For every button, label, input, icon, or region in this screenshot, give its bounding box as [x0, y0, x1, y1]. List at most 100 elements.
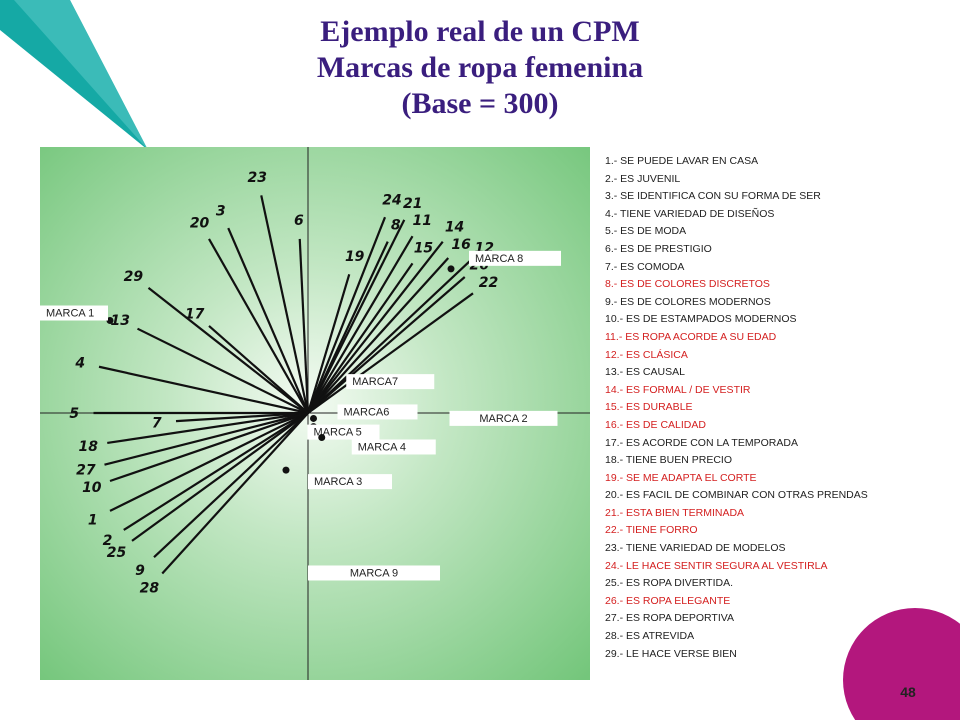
legend-item-12: 12.- ES CLÁSICA [605, 348, 688, 361]
title-line-3: (Base = 300) [401, 87, 559, 120]
teal-accent-shape [0, 0, 148, 150]
legend-item-24: 24.- LE HACE SENTIR SEGURA AL VESTIRLA [605, 559, 828, 572]
vector-label-4: 4 [74, 356, 85, 372]
legend-item-1: 1.- SE PUEDE LAVAR EN CASA [605, 155, 759, 167]
attribute-legend: 1.- SE PUEDE LAVAR EN CASA 2.- ES JUVENIL… [605, 153, 955, 663]
legend-item-27: 27.- ES ROPA DEPORTIVA [605, 612, 734, 625]
legend-item-14: 14.- ES FORMAL / DE VESTIR [605, 383, 751, 396]
vector-line-22 [307, 292, 474, 414]
vector-line-16 [307, 257, 450, 414]
vector-line-20 [208, 238, 309, 414]
vector-line-4 [98, 365, 309, 415]
vector-line-28 [161, 412, 309, 575]
vector-label-8: 8 [391, 217, 401, 233]
legend-item-9: 9.- ES DE COLORES MODERNOS [605, 295, 771, 308]
vector-line-29 [147, 287, 309, 414]
brand-label-9: MARCA 9 [350, 567, 398, 579]
brand-points: MARCA 1 MARCA 8 MARCA7 MARCA6 MARCA 5 MARCA 4… [40, 250, 561, 581]
vector-line-23 [260, 195, 310, 414]
legend-item-4: 4.- TIENE VARIEDAD DE DISEÑOS [605, 207, 775, 220]
teal-accent-highlight [14, 0, 148, 150]
vector-label-13: 13 [111, 313, 130, 329]
vector-line-9 [153, 412, 309, 558]
vector-label-28: 28 [140, 581, 160, 597]
page-number: 48 [900, 684, 916, 700]
vector-line-25 [131, 412, 309, 542]
vector-label-29: 29 [124, 269, 144, 285]
vector-line-3 [227, 227, 310, 414]
brand-label-5: MARCA 5 [314, 427, 362, 439]
vector-line-15 [307, 262, 414, 414]
legend-item-19: 19.- SE ME ADAPTA EL CORTE [605, 471, 757, 484]
legend-item-11: 11.- ES ROPA ACORDE A SU EDAD [605, 330, 777, 343]
brand-label-6: MARCA 4 [358, 441, 406, 453]
legend-item-6: 6.- ES DE PRESTIGIO [605, 242, 712, 255]
title-line-2: Marcas de ropa femenina [316, 51, 644, 84]
vector-line-18 [107, 411, 309, 445]
legend-item-23: 23.- TIENE VARIEDAD DE MODELOS [605, 542, 786, 555]
legend-item-17: 17.- ES ACORDE CON LA TEMPORADA [605, 436, 798, 449]
legend-item-3: 3.- SE IDENTIFICA CON SU FORMA DE SER [605, 190, 821, 203]
legend-item-13: 13.- ES CAUSAL [605, 366, 685, 379]
brand-point-4 [310, 414, 317, 422]
brand-point-3 [312, 398, 320, 406]
vector-label-3: 3 [216, 204, 226, 220]
vector-line-24 [306, 216, 387, 414]
brand-label-2: MARCA 8 [475, 253, 523, 265]
vector-line-7 [175, 411, 309, 423]
legend-item-2: 2.- ES JUVENIL [605, 172, 681, 185]
biplot-chart: 1 2 3 4 5 6 7 8 9 10 11 12 13 14 15 16 17 18 19 20 21 22 23 24 2… [40, 147, 590, 680]
legend-item-8: 8.- ES DE COLORES DISCRETOS [605, 278, 770, 291]
vector-label-17: 17 [185, 306, 205, 322]
vector-line-6 [298, 238, 310, 414]
vector-label-23: 23 [248, 170, 267, 186]
legend-item-7: 7.- ES COMODA [605, 260, 685, 273]
vector-label-21: 21 [403, 196, 422, 212]
brand-point-2 [447, 265, 455, 273]
brand-label-box-8 [449, 410, 558, 426]
vector-label-16: 16 [451, 237, 471, 253]
vector-line-13 [137, 327, 309, 414]
brand-label-4: MARCA6 [344, 406, 390, 418]
legend-item-5: 5.- ES DE MODA [605, 225, 687, 238]
legend-item-15: 15.- ES DURABLE [605, 401, 693, 414]
vector-line-19 [306, 273, 351, 414]
vector-label-19: 19 [345, 249, 365, 265]
legend-item-28: 28.- ES ATREVIDA [605, 630, 695, 643]
vector-line-1 [109, 412, 309, 512]
brand-label-box-4 [337, 404, 418, 420]
vector-label-2: 2 [103, 533, 113, 549]
legend-item-22: 22.- TIENE FORRO [605, 524, 698, 537]
vector-label-25: 25 [107, 545, 127, 561]
brand-label-box-7 [308, 474, 392, 490]
vector-line-26 [307, 276, 466, 414]
legend-item-29: 29.- LE HACE VERSE BIEN [605, 647, 737, 660]
vector-line-21 [307, 219, 406, 414]
vector-line-10 [109, 411, 309, 483]
vector-line-2 [123, 412, 309, 531]
slide-title: Ejemplo real de un CPM Marcas de ropa fe… [200, 14, 760, 122]
vector-label-22: 22 [479, 275, 498, 291]
brand-label-box-2 [469, 250, 561, 266]
brand-label-box-9 [308, 565, 440, 581]
brand-label-box-6 [351, 439, 436, 455]
legend-item-20: 20.- ES FACIL DE COMBINAR CON OTRAS PREN… [605, 489, 868, 502]
vector-label-7: 7 [152, 415, 162, 431]
vector-line-12 [307, 259, 472, 414]
vector-line-11 [307, 235, 414, 414]
vector-label-9: 9 [135, 563, 145, 579]
brand-label-box-1 [40, 305, 108, 321]
legend-item-10: 10.- ES DE ESTAMPADOS MODERNOS [605, 313, 797, 326]
brand-label-8: MARCA 2 [479, 413, 527, 425]
vector-label-15: 15 [414, 241, 434, 257]
brand-label-box-5 [307, 424, 380, 440]
vector-label-24: 24 [382, 192, 401, 208]
legend-item-25: 25.- ES ROPA DIVERTIDA. [605, 577, 733, 590]
vector-label-1: 1 [88, 512, 98, 528]
vector-label-20: 20 [190, 215, 210, 231]
brand-label-box-3 [346, 374, 435, 390]
brand-point-1 [106, 317, 114, 325]
